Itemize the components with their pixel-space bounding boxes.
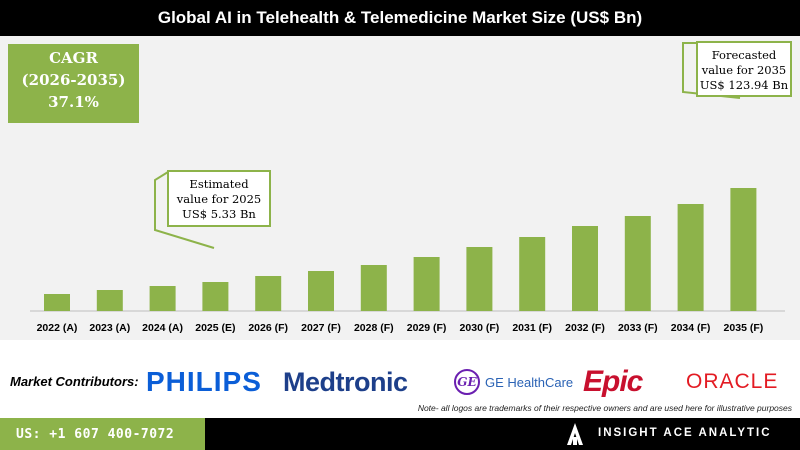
bar-chart: 2022 (A) 2023 (A) 2024 (A) 2025 (E) 2026 (F)… (30, 42, 785, 334)
brand-name: INSIGHT ACE ANALYTIC (598, 427, 772, 439)
ge-healthcare-logo: GE GE HealthCare (454, 364, 573, 400)
bar-2033 (F) (624, 216, 651, 311)
chart-title: Global AI in Telehealth & Telemedicine M… (0, 0, 800, 36)
x-tick-label: 2026 (F) (248, 322, 288, 334)
epic-logo: Epic (583, 365, 643, 398)
ge-monogram-icon: GE (454, 369, 480, 395)
x-tick-label: 2022 (A) (37, 322, 78, 334)
forecasted-line3: US$ 123.94 Bn (699, 78, 789, 92)
estimated-line2: value for 2025 (176, 192, 262, 206)
bar-2028 (F) (360, 265, 387, 311)
x-tick-label: 2030 (F) (460, 322, 500, 334)
bar-2035 (F) (730, 188, 757, 311)
x-tick-label: 2034 (F) (671, 322, 711, 334)
forecasted-line1: Forecasted (711, 48, 777, 62)
x-tick-label: 2024 (A) (142, 322, 183, 334)
estimated-line1: Estimated (189, 177, 249, 191)
footer-brand-bar (205, 418, 800, 450)
bar-2024 (A) (149, 286, 176, 311)
contributors-label: Market Contributors: (10, 374, 139, 389)
x-tick-label: 2023 (A) (89, 322, 130, 334)
cagr-period: (2026-2035) (21, 71, 126, 89)
bar-2032 (F) (572, 226, 598, 311)
x-tick-label: 2029 (F) (407, 322, 447, 334)
x-tick-label: 2027 (F) (301, 322, 341, 334)
cagr-box: CAGR (2026-2035) 37.1% (8, 44, 139, 123)
bar-2031 (F) (519, 237, 546, 311)
estimated-line3: US$ 5.33 Bn (182, 207, 256, 221)
bar-2023 (A) (96, 290, 123, 311)
cagr-label: CAGR (49, 49, 98, 67)
trademark-note: Note- all logos are trademarks of their … (417, 403, 792, 413)
x-tick-label: 2031 (F) (512, 322, 552, 334)
bar-2022 (A) (44, 294, 70, 311)
bar-2030 (F) (466, 247, 493, 311)
forecasted-line2: value for 2035 (701, 63, 787, 77)
x-tick-label: 2032 (F) (565, 322, 605, 334)
estimated-connector (154, 171, 215, 249)
medtronic-logo: Medtronic (283, 366, 408, 397)
bar-2027 (F) (308, 271, 334, 311)
bar-2025 (E) (202, 282, 229, 311)
x-tick-label: 2033 (F) (618, 322, 658, 334)
market-contributors: Market Contributors: PHILIPS Medtronic G… (0, 360, 800, 404)
x-tick-label: 2025 (E) (195, 322, 235, 334)
philips-logo: PHILIPS (146, 366, 262, 397)
estimated-callout: Estimated value for 2025 US$ 5.33 Bn (167, 170, 271, 227)
x-tick-label: 2035 (F) (724, 322, 764, 334)
insight-ace-logo-icon (567, 423, 583, 445)
bar-2034 (F) (677, 204, 704, 311)
bar-2026 (F) (255, 276, 282, 311)
cagr-value: 37.1% (48, 93, 99, 111)
bar-2029 (F) (413, 257, 440, 311)
footer-phone: US: +1 607 400-7072 (0, 418, 205, 450)
oracle-logo: ORACLE (686, 370, 779, 393)
x-tick-label: 2028 (F) (354, 322, 394, 334)
forecasted-callout: Forecasted value for 2035 US$ 123.94 Bn (696, 41, 792, 97)
ge-healthcare-text: GE HealthCare (485, 374, 574, 390)
footer: US: +1 607 400-7072 INSIGHT ACE ANALYTIC (0, 418, 800, 450)
